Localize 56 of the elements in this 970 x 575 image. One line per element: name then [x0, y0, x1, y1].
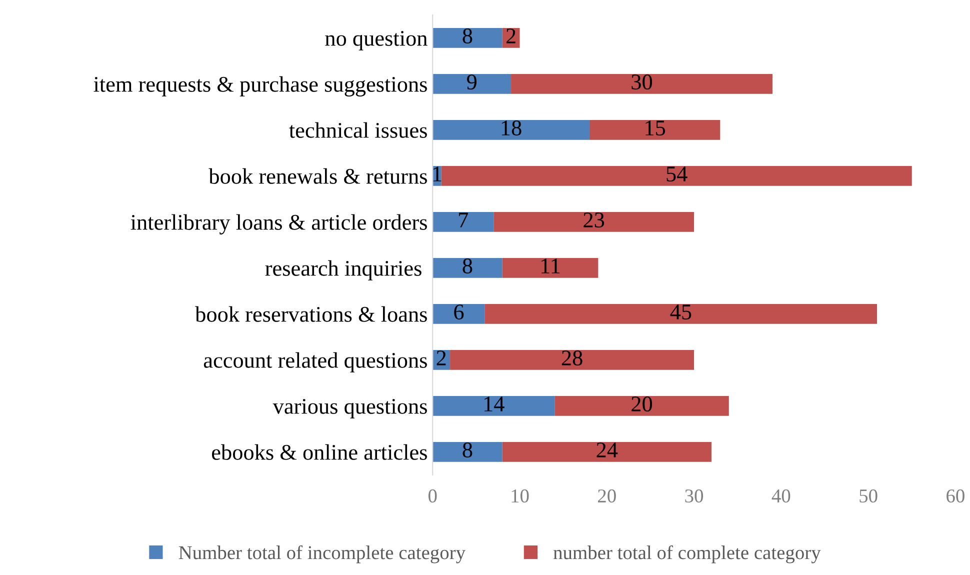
y-tick-label: item requests & purchase suggestions: [94, 76, 427, 96]
y-tick-label: book reservations & loans: [195, 306, 427, 322]
x-tick-label: 10: [512, 489, 529, 503]
data-label: 20: [632, 396, 652, 412]
data-label: 14: [484, 396, 504, 412]
bar: [554, 396, 729, 416]
data-label: 15: [646, 120, 666, 136]
y-tick-label: interlibrary loans & article orders: [130, 214, 427, 234]
legend-label: Number total of incomplete category: [178, 545, 466, 564]
data-label: 45: [670, 304, 692, 320]
data-label: 23: [584, 212, 604, 228]
x-tick-label: 40: [772, 489, 790, 503]
y-tick-label: various questions: [272, 398, 427, 418]
y-tick-label: ebooks & online articles: [212, 444, 427, 460]
y-tick-label: book renewals & returns: [208, 168, 427, 184]
data-label: 11: [542, 258, 560, 274]
data-label: 9: [466, 74, 476, 90]
bar: [432, 28, 502, 48]
data-label: 1: [433, 166, 442, 182]
bar: [432, 304, 485, 324]
data-label: 8: [462, 258, 472, 274]
y-tick-label: research inquiries: [265, 260, 422, 280]
bar: [441, 166, 912, 186]
data-label: 6: [454, 304, 464, 320]
data-label: 2: [506, 28, 516, 44]
bar: [432, 74, 512, 94]
bar: [432, 396, 555, 416]
bar: [450, 350, 694, 370]
data-label: 8: [462, 442, 472, 458]
bar: [494, 212, 694, 232]
data-label: 30: [632, 74, 652, 90]
x-tick-label: 50: [860, 489, 878, 503]
bar: [502, 442, 712, 462]
data-label: 2: [436, 350, 446, 366]
x-tick-label: 20: [598, 489, 616, 503]
x-tick-label: 0: [428, 489, 437, 503]
bar: [432, 212, 494, 232]
bar: [432, 442, 502, 462]
data-label: 8: [462, 28, 472, 44]
data-label: 18: [502, 120, 522, 136]
bar: [432, 120, 590, 140]
x-tick-label: 60: [946, 489, 964, 503]
y-tick-label: technical issues: [289, 122, 427, 138]
data-label: 54: [666, 166, 688, 182]
bar: [589, 120, 720, 140]
bar: [511, 74, 772, 94]
bar: [484, 304, 878, 324]
y-tick-label: account related questions: [204, 352, 427, 372]
data-label: 7: [459, 212, 468, 228]
data-label: 24: [596, 442, 618, 458]
bar: [502, 258, 598, 278]
bar: [432, 258, 502, 278]
data-label: 28: [562, 350, 582, 366]
legend-label: number total of complete category: [554, 545, 821, 564]
x-tick-label: 30: [685, 489, 704, 503]
y-tick-label: no question: [325, 30, 428, 50]
